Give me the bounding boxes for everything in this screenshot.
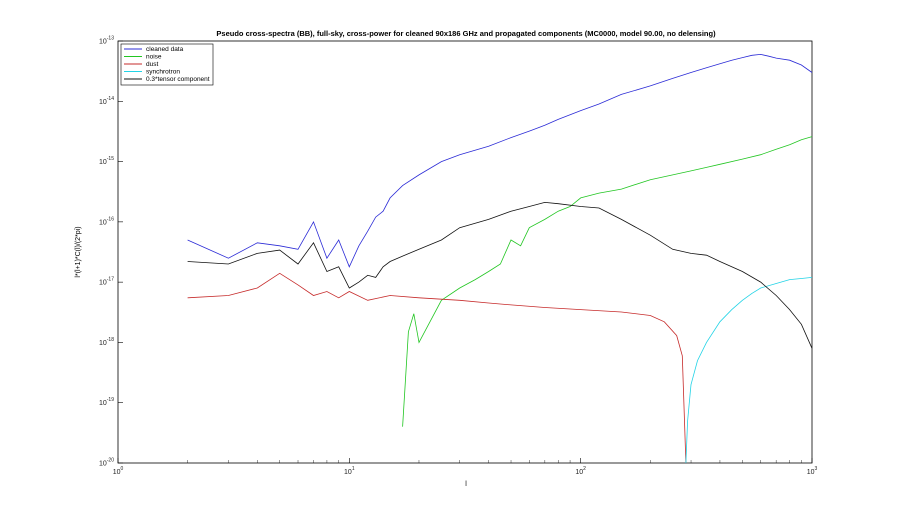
series-line-0	[187, 53, 813, 268]
y-tick-label: 10-18	[99, 337, 114, 347]
legend-entry: noise	[146, 54, 162, 61]
y-tick-label: 10-16	[99, 216, 114, 226]
chart-title: Pseudo cross-spectra (BB), full-sky, cro…	[216, 29, 716, 38]
legend-entry: dust	[146, 61, 158, 68]
series-layer	[187, 53, 813, 464]
ticks-layer: 100 101 102 103 10-20 10-19 10-18 10-17 10-16 10-…	[99, 36, 818, 477]
y-tick-label: 10-14	[99, 96, 114, 106]
y-tick-label: 10-13	[99, 36, 114, 46]
series-line-4	[187, 201, 813, 349]
legend-entry: synchrotron	[146, 69, 180, 76]
plot-area	[117, 40, 813, 464]
x-tick-label: 100	[113, 466, 124, 476]
series-line-3	[685, 277, 813, 464]
y-tick-label: 10-15	[99, 156, 114, 166]
y-tick-label: 10-20	[99, 458, 114, 468]
series-line-2	[187, 272, 687, 464]
y-axis-label: l*(l+1)*C(l)/(2*pi)	[75, 226, 82, 277]
x-tick-label: 103	[807, 466, 818, 476]
y-tick-label: 10-19	[99, 397, 114, 407]
legend-entry: 0.3*tensor component	[146, 76, 210, 83]
x-axis-label: l	[465, 481, 467, 488]
x-tick-label: 101	[344, 466, 355, 476]
y-tick-label: 10-17	[99, 277, 114, 287]
legend: cleaned datanoisedustsynchrotron0.3*tens…	[120, 43, 214, 86]
x-tick-label: 102	[575, 466, 586, 476]
series-line-1	[402, 136, 813, 427]
legend-entry: cleaned data	[146, 46, 184, 53]
